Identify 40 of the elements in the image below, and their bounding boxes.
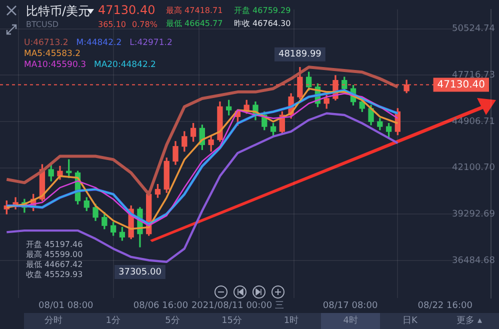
y-tick-label: 44906.71	[452, 116, 495, 127]
x-tick-label: 08/06 16:00	[133, 300, 188, 311]
text: MA20:44842.2	[94, 60, 156, 70]
annotation: 37305.00	[118, 267, 162, 278]
text: 5分	[164, 314, 181, 328]
text: 15分	[220, 314, 244, 328]
text: MA10:45590.3	[24, 60, 86, 70]
y-tick-label: 36484.68	[452, 256, 496, 266]
annotation: 昨收 46764.30	[234, 18, 291, 29]
annotation: 开盘 46759.29	[234, 5, 291, 16]
x-tick-label: 08/22 16:00	[418, 300, 473, 311]
text: L:42971.2	[130, 38, 172, 48]
annotation: 最高 47418.71	[166, 5, 223, 16]
annotation: 最低 44667.42	[26, 259, 83, 270]
annotation: 收盘 45529.93	[26, 269, 83, 280]
ref-line-label: 47130.40	[437, 79, 486, 90]
chart-title: 比特币/美元	[26, 3, 90, 20]
text: BTCUSD	[26, 20, 59, 29]
text: MA5:45583.2	[24, 49, 81, 59]
text: U:46713.2	[24, 38, 68, 48]
text: 1分	[104, 314, 122, 328]
annotation: 48189.99	[278, 50, 322, 60]
x-tick-label: 2021/08/11 00:00 三	[191, 300, 284, 311]
annotation: 最低 46645.77	[166, 18, 223, 29]
text: 1时	[282, 314, 300, 328]
annotation: 0.78%	[132, 20, 158, 29]
y-tick-label: 39292.69	[452, 210, 496, 220]
annotation: 开盘 45197.46	[26, 239, 83, 250]
x-tick-label: 08/01 08:00	[38, 300, 94, 311]
text: M:44842.2	[76, 38, 122, 48]
annotation: 365.10	[98, 20, 126, 29]
x-tick-label: 08/17 08:00	[322, 300, 378, 311]
y-tick-label: 50524.74	[452, 24, 496, 34]
text: 更多 ▴	[456, 314, 483, 328]
annotation: 最高 45599.00	[26, 249, 83, 260]
annotation: 47130.40	[98, 3, 156, 17]
text: 日K	[401, 315, 418, 328]
text: 4时	[320, 313, 380, 329]
y-tick-label: 42100.70	[452, 163, 496, 174]
text: 分时	[44, 314, 64, 328]
